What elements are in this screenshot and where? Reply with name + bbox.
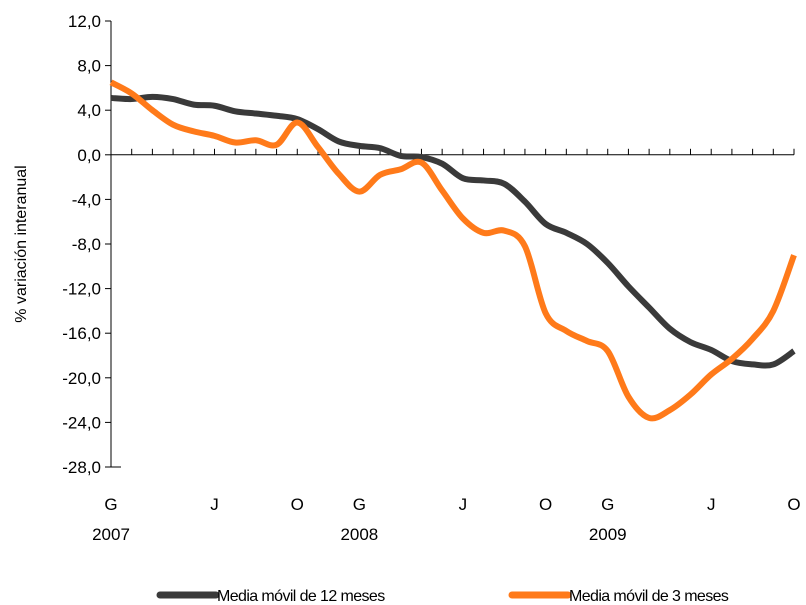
x-month-label: J: [707, 495, 716, 514]
x-month-label: G: [353, 495, 366, 514]
y-axis-ticks: 12,0 8,0 4,0 0,0 -4,0 -8,0 -12,0 -16,0 -20,0 -24,…: [62, 12, 111, 477]
y-tick-label: -28,0: [62, 458, 101, 477]
y-tick-label: 4,0: [77, 101, 101, 120]
x-year-label: 2008: [340, 525, 378, 544]
x-month-label: J: [459, 495, 468, 514]
x-month-label: G: [601, 495, 614, 514]
y-axis-title: % variación interanual: [13, 165, 30, 322]
y-tick-label: -12,0: [62, 280, 101, 299]
y-tick-label: -8,0: [72, 235, 101, 254]
x-month-label: O: [539, 495, 552, 514]
plot-area: [111, 21, 794, 467]
legend-label: Media móvil de 12 meses: [217, 588, 385, 605]
y-tick-label: -24,0: [62, 413, 101, 432]
x-month-label: G: [104, 495, 117, 514]
series-line-1: [110, 93, 796, 369]
legend: Media móvil de 12 meses Media móvil de 3 …: [156, 588, 730, 605]
x-month-label: O: [787, 495, 800, 514]
x-year-labels: 2007 2008 2009: [92, 525, 627, 544]
series-layer: [109, 79, 797, 422]
x-year-label: 2007: [92, 525, 130, 544]
y-tick-label: 12,0: [68, 12, 101, 31]
y-tick-label: -20,0: [62, 369, 101, 388]
x-year-label: 2009: [589, 525, 627, 544]
x-month-label: J: [210, 495, 219, 514]
y-tick-label: 8,0: [77, 57, 101, 76]
legend-label: Media móvil de 3 meses: [569, 588, 729, 605]
y-tick-label: -16,0: [62, 324, 101, 343]
series-line-2: [109, 79, 797, 422]
y-tick-label: -4,0: [72, 190, 101, 209]
y-tick-label: 0,0: [77, 146, 101, 165]
x-month-label: O: [291, 495, 304, 514]
